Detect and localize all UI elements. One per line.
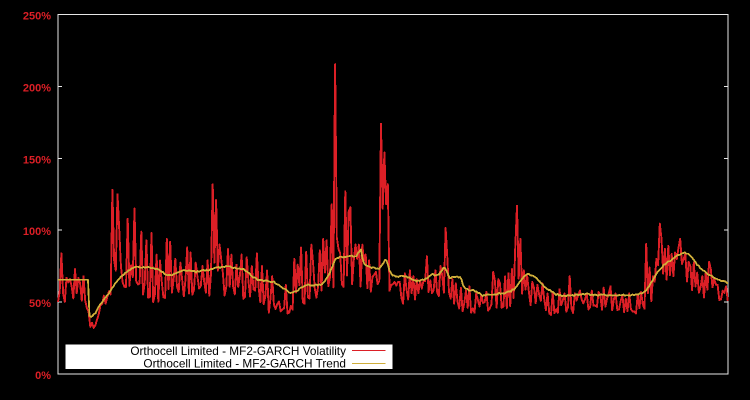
svg-text:0%: 0%: [35, 370, 51, 382]
svg-text:100%: 100%: [23, 226, 51, 238]
svg-text:50%: 50%: [29, 298, 51, 310]
svg-text:250%: 250%: [23, 11, 51, 23]
svg-text:200%: 200%: [23, 82, 51, 94]
svg-text:Orthocell Limited - MF2-GARCH: Orthocell Limited - MF2-GARCH Trend: [143, 357, 346, 371]
svg-text:Orthocell Limited - MF2-GARCH: Orthocell Limited - MF2-GARCH Volatility: [130, 344, 346, 358]
svg-text:150%: 150%: [23, 154, 51, 166]
